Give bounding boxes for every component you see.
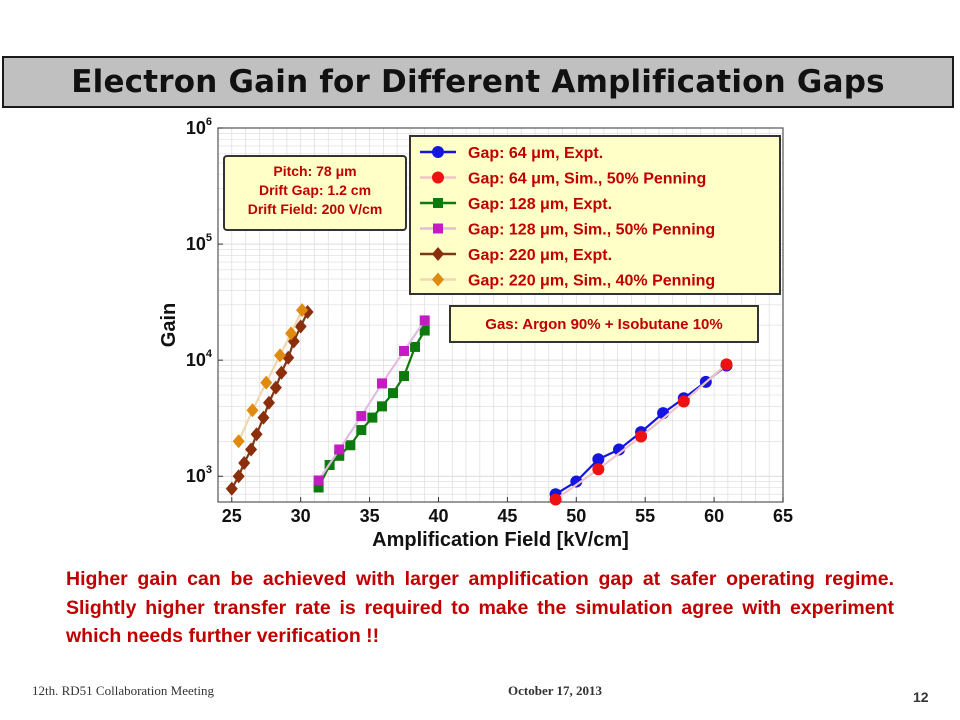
data-point xyxy=(296,303,309,318)
x-tick-label: 55 xyxy=(635,506,655,526)
data-point xyxy=(720,358,733,371)
data-point xyxy=(225,481,238,496)
y-axis-label: Gain xyxy=(158,303,180,347)
data-point xyxy=(287,334,300,349)
data-point xyxy=(388,388,399,399)
footer-meeting: 12th. RD51 Collaboration Meeting xyxy=(32,683,214,698)
data-point xyxy=(274,348,287,363)
info-box-line: Drift Field: 200 V/cm xyxy=(248,201,383,217)
data-point xyxy=(345,440,356,451)
data-point xyxy=(334,444,345,455)
legend-label: Gap: 128 μm, Expt. xyxy=(468,196,612,213)
legend-label: Gap: 128 μm, Sim., 50% Penning xyxy=(468,222,715,239)
gain-chart: 25 30 35 40 45 50 55 60 65 103 104 105 106 Amplificat… xyxy=(158,116,793,551)
data-point xyxy=(592,453,605,466)
data-point xyxy=(294,319,307,334)
x-tick-label: 60 xyxy=(704,506,724,526)
data-point xyxy=(356,425,367,436)
legend-marker xyxy=(433,198,443,208)
footer-date: October 17, 2013 xyxy=(508,683,602,698)
data-point xyxy=(419,325,430,336)
legend-label: Gap: 64 μm, Sim., 50% Penning xyxy=(468,171,706,188)
data-point xyxy=(613,443,626,456)
data-point xyxy=(356,411,367,422)
data-point xyxy=(250,427,263,442)
plot-frame xyxy=(217,127,784,503)
gas-box: Gas: Argon 90% + Isobutane 10% xyxy=(449,305,759,343)
data-point xyxy=(376,401,387,412)
data-point xyxy=(419,315,430,326)
data-point xyxy=(410,341,421,352)
y-tick-label: 104 xyxy=(186,348,213,370)
data-point xyxy=(269,380,282,395)
data-point xyxy=(260,375,273,390)
x-tick-label: 45 xyxy=(497,506,517,526)
data-point xyxy=(592,463,605,476)
x-tick-label: 30 xyxy=(291,506,311,526)
legend-marker xyxy=(432,247,444,261)
data-point xyxy=(313,475,324,486)
data-point xyxy=(262,395,275,410)
x-axis-label: Amplification Field [kV/cm] xyxy=(372,529,629,551)
slide-caption: Higher gain can be achieved with larger … xyxy=(66,568,894,647)
info-box-line: Pitch: 78 μm xyxy=(273,163,356,179)
data-point xyxy=(313,482,324,493)
gas-box-label: Gas: Argon 90% + Isobutane 10% xyxy=(485,316,722,333)
legend-label: Gap: 220 μm, Expt. xyxy=(468,247,612,264)
data-point xyxy=(232,469,245,484)
y-tick-label: 103 xyxy=(186,464,212,486)
y-tick-label: 105 xyxy=(186,232,212,254)
data-point xyxy=(257,410,270,425)
series-4 xyxy=(225,304,314,496)
info-box: Pitch: 78 μm Drift Gap: 1.2 cm Drift Field… xyxy=(223,155,407,231)
series-5 xyxy=(232,303,309,449)
series-line xyxy=(317,319,426,482)
x-tick-label: 65 xyxy=(773,506,793,526)
x-tick-label: 50 xyxy=(566,506,586,526)
x-tick-label: 25 xyxy=(222,506,242,526)
legend-marker xyxy=(433,223,443,234)
data-point xyxy=(238,456,251,471)
data-point xyxy=(570,475,583,488)
data-point xyxy=(282,350,295,365)
data-point xyxy=(376,378,387,389)
data-point xyxy=(285,326,298,341)
data-point xyxy=(334,450,345,461)
series-1 xyxy=(549,358,733,506)
data-point xyxy=(399,345,410,356)
info-box-frame xyxy=(223,155,407,231)
legend-label: Gap: 64 μm, Expt. xyxy=(468,145,603,162)
page-number: 12 xyxy=(913,689,929,705)
data-point xyxy=(275,365,288,380)
data-point xyxy=(549,493,562,506)
legend-marker xyxy=(432,171,444,184)
x-tick-label: 35 xyxy=(360,506,380,526)
data-point xyxy=(399,371,410,382)
legend: Gap: 64 μm, Expt. Gap: 64 μm, Sim., 50% P… xyxy=(409,135,781,295)
legend-marker xyxy=(432,272,444,287)
legend-marker xyxy=(432,146,444,158)
legend-frame xyxy=(409,135,781,295)
series-2 xyxy=(313,325,430,493)
data-point xyxy=(245,442,258,457)
data-point xyxy=(246,403,259,418)
slide-title: Electron Gain for Different Amplificatio… xyxy=(71,64,885,100)
data-point xyxy=(367,412,378,423)
legend-label: Gap: 220 μm, Sim., 40% Penning xyxy=(468,273,715,290)
gas-box-frame xyxy=(449,305,759,343)
y-tick-label: 106 xyxy=(186,116,212,138)
data-point xyxy=(677,395,690,408)
data-point xyxy=(232,434,245,449)
info-box-line: Drift Gap: 1.2 cm xyxy=(259,182,371,198)
series-3 xyxy=(313,315,430,486)
data-point xyxy=(635,430,648,443)
title-bar: Electron Gain for Different Amplificatio… xyxy=(2,56,954,108)
x-tick-label: 40 xyxy=(428,506,448,526)
